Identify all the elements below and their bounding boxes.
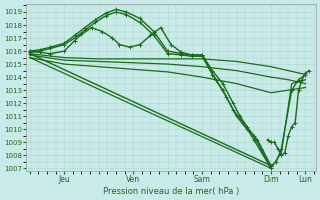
X-axis label: Pression niveau de la mer( hPa ): Pression niveau de la mer( hPa )	[103, 187, 239, 196]
